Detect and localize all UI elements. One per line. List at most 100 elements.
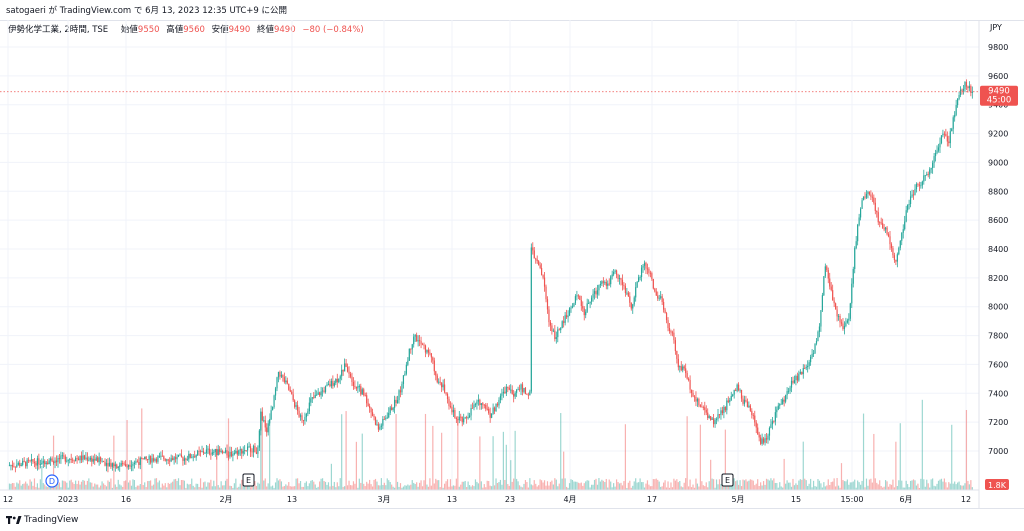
candle-body [648,268,650,273]
volume-bar [249,487,252,490]
candle-body [965,81,968,87]
candle-body [480,403,482,406]
volume-bar [145,487,147,490]
candle-body [233,452,235,454]
symbol-title[interactable]: 伊勢化学工業, 2時間, TSE [8,25,109,35]
volume-bar [664,480,666,490]
candle-body [529,391,531,396]
volume-bar [304,482,306,490]
volume-bar [442,487,444,490]
candle-body [545,286,547,300]
volume-bar [876,482,878,490]
volume-bar [120,485,122,490]
volume-bar [958,481,960,490]
candle-body [789,387,791,391]
candle-body [948,141,950,144]
tradingview-logo-icon[interactable] [6,515,22,525]
volume-bar [754,485,756,490]
volume-bar [945,482,947,490]
volume-bar [507,484,509,490]
candle-body [770,424,772,428]
volume-bar [407,484,409,490]
volume-bar [764,484,766,490]
volume-bar [116,486,118,490]
volume-bar [242,485,244,490]
candle-body [63,455,65,457]
volume-bar [357,487,359,490]
candle-body [366,395,368,404]
brand-name[interactable]: TradingView [24,515,79,525]
volume-bar [189,484,191,490]
candle-body [896,254,898,262]
candle-body [199,451,202,453]
volume-bar [961,485,963,490]
dividend-marker[interactable]: D [45,474,59,488]
volume-bar [742,479,744,490]
candle-body [776,409,778,413]
candle-body [433,360,435,372]
earnings-marker-1[interactable]: E [242,473,255,487]
volume-bar [714,487,716,490]
volume-bar [10,483,12,490]
candle-body [67,459,69,461]
volume-bar [326,484,328,490]
volume-bar [169,483,171,490]
time-axis[interactable]: 12 2023 16 2月 13 3月 13 23 4月 17 5月 15 15:00 6月 12 [3,495,971,504]
candle-body [563,321,565,323]
volume-bar [129,480,131,490]
candle-body [174,457,177,460]
candle-body [877,212,879,223]
price-axis[interactable]: 9800960094009200900088008600840082008000… [988,43,1008,456]
candle-body [139,457,141,465]
price-chart[interactable]: 9800960094009200900088008600840082008000… [0,20,1024,508]
publish-line: satogaeri が TradingView.com で 6月 13, 202… [6,6,288,16]
candle-body [23,460,25,462]
volume-bar [467,481,469,490]
volume-bar [19,480,21,490]
candle-body [521,384,524,392]
last-price-badge-bg [980,85,1018,106]
candle-body [214,449,216,453]
volume-bar [541,480,543,490]
candle-body [235,450,237,453]
candle-body [889,236,891,245]
volume-bar [92,486,94,490]
volume-bar [896,486,898,490]
volume-bar [967,480,969,490]
time-tick-label: 23 [505,495,515,504]
candle-body [371,412,374,416]
candle-body [141,457,143,459]
volume-bar [216,445,218,490]
candle-body [717,414,719,419]
candle-body [466,417,468,419]
volume-bar [649,486,651,490]
candle-body [620,278,622,280]
price-tick-label: 7600 [988,360,1008,369]
volume-bar [133,480,136,490]
candle-body [254,445,256,453]
volume-bar [408,485,410,490]
candle-body [405,364,407,374]
volume-bar [508,485,510,490]
candle-body [883,227,885,230]
volume-bar [720,483,722,490]
volume-bar [83,480,86,490]
volume-bar [617,482,619,490]
volume-bar [951,424,953,490]
candle-body [921,181,923,186]
candle-body [61,455,63,457]
candle-body [173,457,175,461]
volume-bar [352,481,355,490]
volume-bar [369,479,371,490]
candle-body [642,265,644,268]
earnings-marker-2[interactable]: E [721,473,734,487]
candle-body [657,295,659,299]
volume-bar [952,483,954,490]
candle-body [608,283,610,285]
candle-body [635,287,637,298]
volume-bar [638,482,640,490]
price-tick-label: 8200 [988,274,1008,283]
candle-body [832,290,834,301]
candle-body [596,290,599,295]
volume-bar [632,485,634,490]
